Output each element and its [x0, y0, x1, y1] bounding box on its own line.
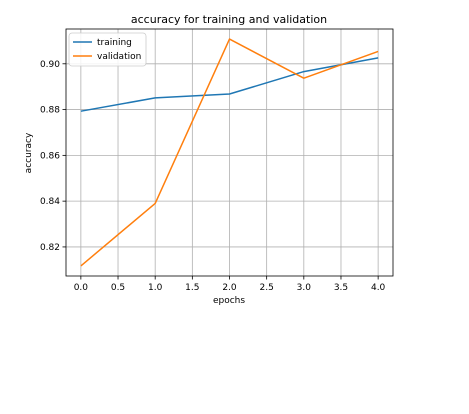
ticks: 0.0 0.5 1.0 1.5 2.0 2.5 3.0 3.5 4.0 0.82 0.84 0.86 0…	[40, 60, 386, 293]
series-layer	[80, 38, 379, 267]
series-line-validation	[80, 38, 379, 267]
series-line-training	[80, 57, 379, 112]
x-tick-label: 2.5	[259, 283, 273, 293]
y-tick-label: 0.88	[40, 106, 60, 116]
x-tick-label: 1.5	[185, 283, 199, 293]
x-tick-label: 3.5	[334, 283, 348, 293]
y-tick-label: 0.86	[40, 151, 60, 161]
grid	[66, 29, 393, 276]
x-tick-label: 3.0	[297, 283, 312, 293]
y-axis-label: accuracy	[24, 132, 34, 173]
y-tick-label: 0.90	[40, 60, 60, 70]
x-tick-label: 0.5	[111, 283, 125, 293]
x-axis-label: epochs	[213, 296, 245, 306]
x-tick-label: 4.0	[371, 283, 386, 293]
x-tick-label: 1.0	[148, 283, 163, 293]
y-tick-label: 0.82	[40, 243, 60, 253]
x-tick-label: 2.0	[222, 283, 237, 293]
legend: training validation	[68, 32, 147, 67]
y-tick-label: 0.84	[40, 197, 60, 207]
legend-label-validation: validation	[97, 52, 141, 62]
chart-title: accuracy for training and validation	[131, 13, 327, 26]
x-tick-label: 0.0	[74, 283, 89, 293]
legend-label-training: training	[97, 38, 132, 48]
